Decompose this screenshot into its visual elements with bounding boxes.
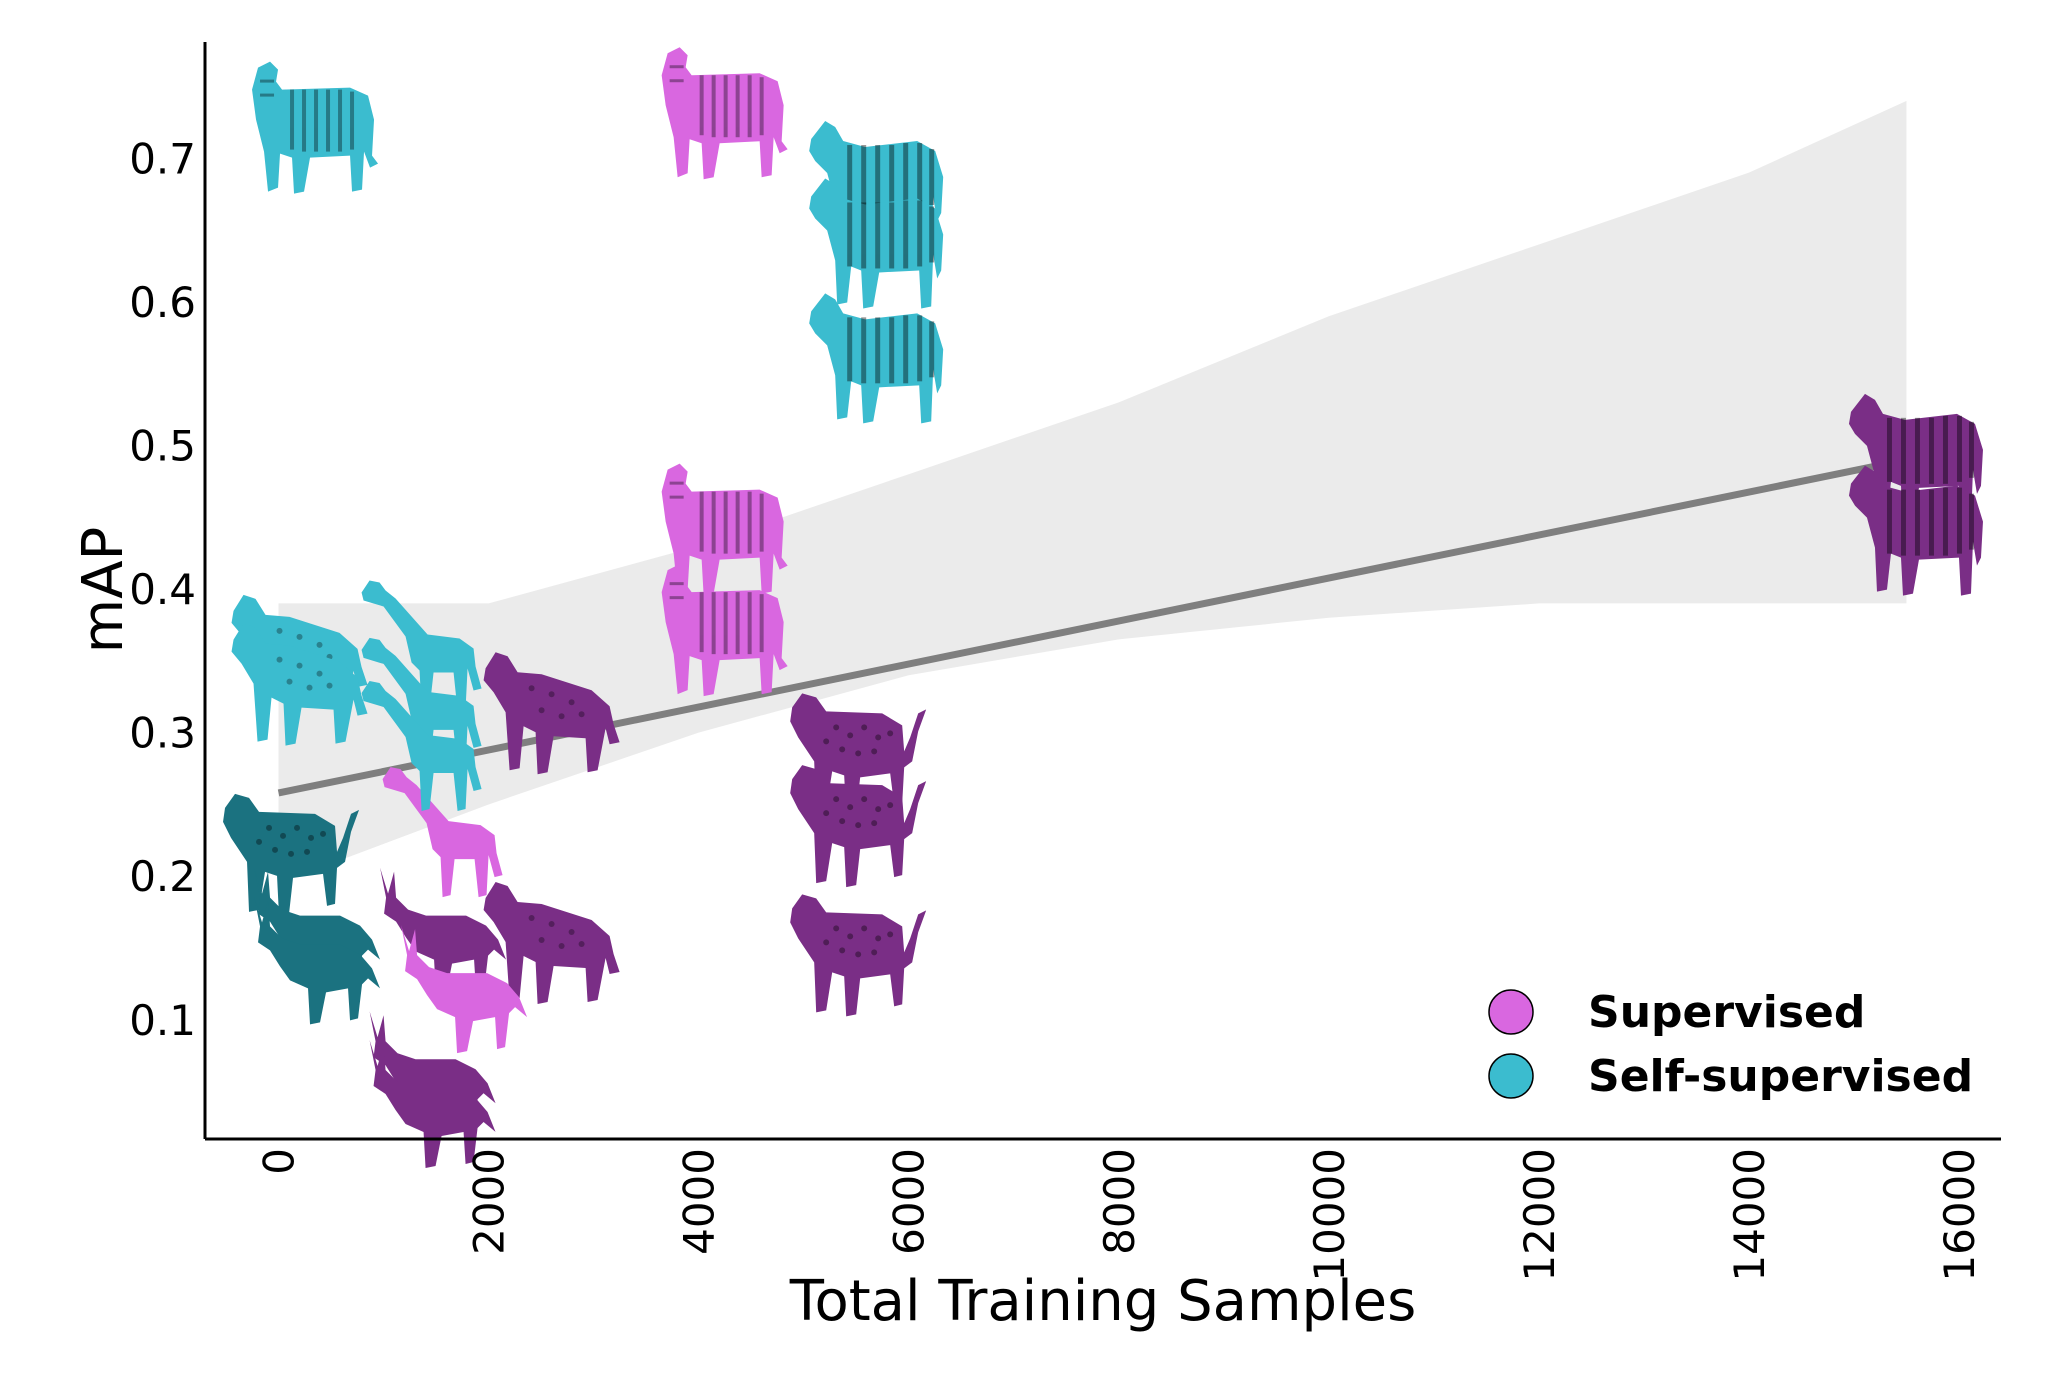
legend: Supervised Self-supervised [1488, 987, 1973, 1102]
y-tick-label: 0.7 [129, 134, 196, 183]
confidence-band [278, 100, 1907, 884]
x-tick-label: 12000 [1515, 1148, 1564, 1282]
x-tick-label: 8000 [1095, 1148, 1144, 1255]
zebra-icon [809, 293, 944, 424]
y-axis-label: mAP [71, 527, 136, 654]
x-tick-label: 10000 [1305, 1148, 1354, 1282]
x-tick-label: 14000 [1725, 1148, 1774, 1282]
legend-item-self-supervised: Self-supervised [1488, 1051, 1973, 1102]
tiger-icon [252, 61, 379, 194]
legend-item-supervised: Supervised [1488, 987, 1865, 1038]
y-tick-label: 0.1 [129, 996, 196, 1045]
legend-marker-self-supervised [1488, 1053, 1534, 1099]
legend-label-self-supervised: Self-supervised [1588, 1051, 1973, 1102]
x-tick-label: 6000 [885, 1148, 934, 1255]
y-tick-label: 0.4 [129, 565, 196, 614]
y-tick-labels: 0.1 0.2 0.3 0.4 0.5 0.6 0.7 [129, 134, 196, 1045]
x-tick-label: 4000 [675, 1148, 724, 1255]
x-tick-labels: 0 2000 4000 6000 8000 10000 12000 14000 16000 [255, 1148, 1984, 1282]
y-tick-label: 0.3 [129, 709, 196, 758]
leopard-icon [790, 894, 927, 1017]
legend-label-supervised: Supervised [1588, 987, 1865, 1038]
y-tick-label: 0.5 [129, 421, 196, 470]
legend-marker-supervised [1488, 989, 1534, 1035]
x-tick-label: 0 [255, 1148, 304, 1175]
y-tick-label: 0.2 [129, 852, 196, 901]
tiger-icon [661, 47, 788, 180]
y-tick-label: 0.6 [129, 278, 196, 327]
x-tick-label: 16000 [1935, 1148, 1984, 1282]
x-axis-label: Total Training Samples [789, 1269, 1417, 1334]
x-tick-label: 2000 [465, 1148, 514, 1255]
